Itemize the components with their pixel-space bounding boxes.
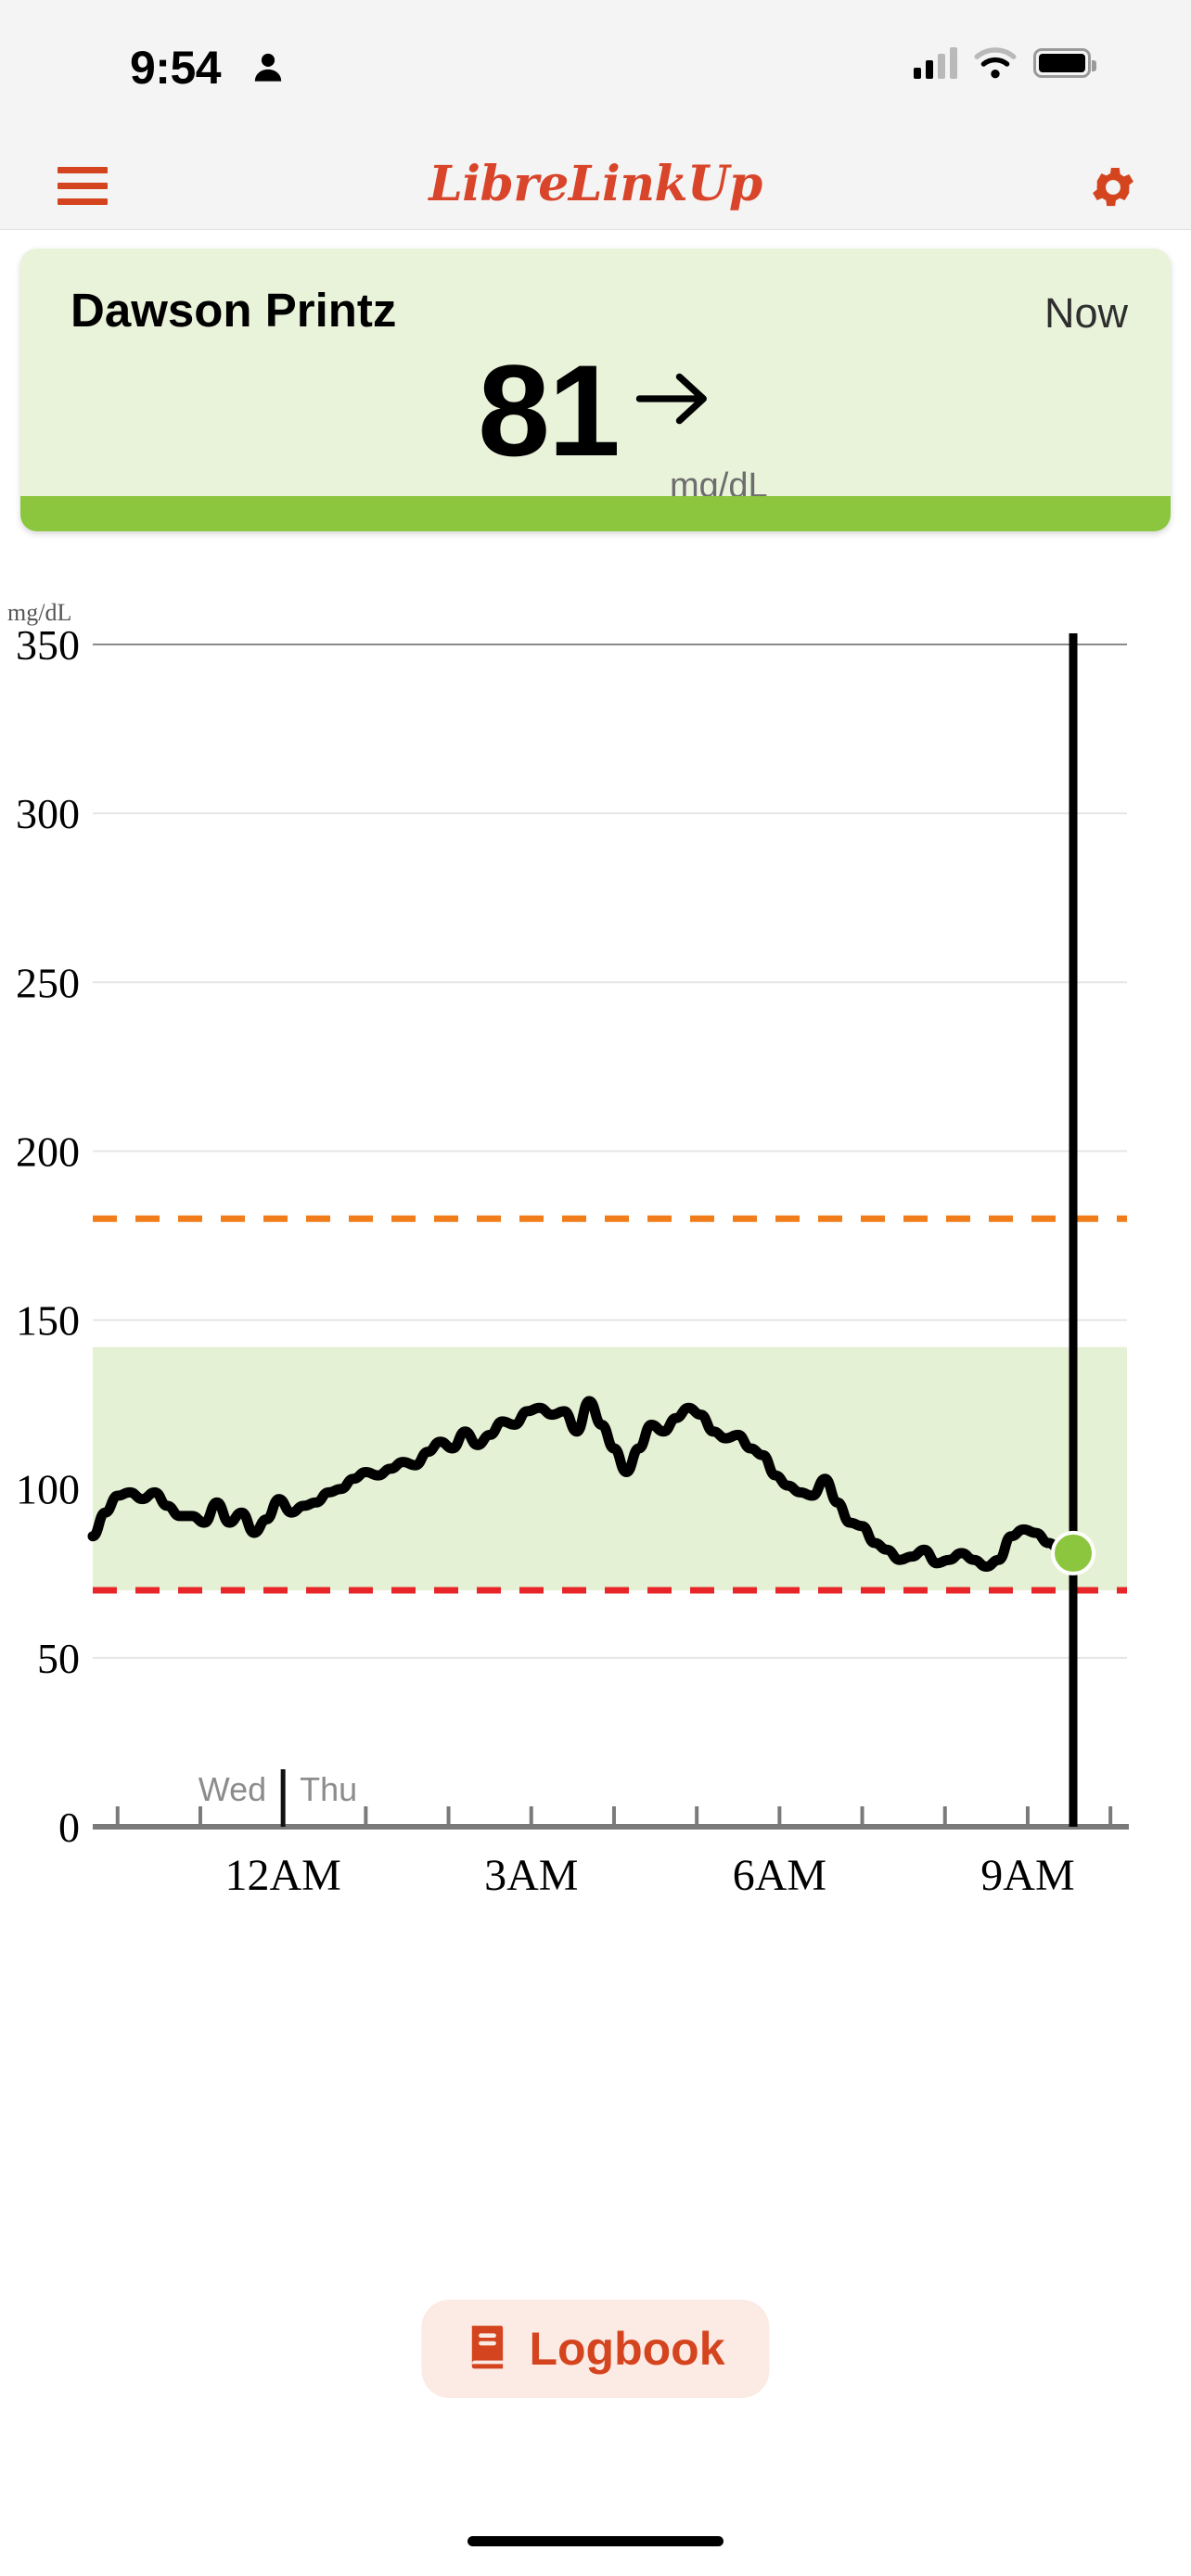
book-icon xyxy=(466,2324,508,2375)
status-bar: 9:54 xyxy=(0,0,1191,137)
day-divider-label-right: Thu xyxy=(300,1770,357,1808)
y-axis-unit-label: mg/dL xyxy=(7,599,71,626)
glucose-chart[interactable]: mg/dL 0 50 100 150 200 250 300 350 12AM 3AM 6AM 9AM W… xyxy=(0,593,1191,2263)
logbook-label: Logbook xyxy=(529,2323,725,2375)
cellular-signal-icon xyxy=(914,47,957,79)
person-icon xyxy=(252,48,284,90)
x-axis-tick-label: 6AM xyxy=(733,1851,826,1900)
y-axis-tick-label: 50 xyxy=(37,1635,80,1682)
status-bar-indicators xyxy=(914,46,1096,80)
status-bar-clock: 9:54 xyxy=(130,42,222,94)
reading-value-group: 81 xyxy=(20,338,1171,483)
y-axis-tick-label: 100 xyxy=(16,1466,80,1513)
app-header: LibreLinkUp xyxy=(0,137,1191,230)
logbook-button[interactable]: Logbook xyxy=(421,2300,770,2398)
reading-timestamp: Now xyxy=(1044,289,1128,337)
arrow-right-icon xyxy=(634,363,713,439)
app-title: LibreLinkUp xyxy=(429,156,762,212)
day-divider-label-left: Wed xyxy=(198,1770,266,1808)
battery-full-icon xyxy=(1033,48,1096,78)
x-axis-tick-label: 12AM xyxy=(224,1851,340,1900)
hamburger-menu-icon[interactable] xyxy=(58,167,108,205)
home-indicator xyxy=(467,2536,724,2546)
glucose-reading-card[interactable]: Dawson Printz Now 81 mg/dL xyxy=(20,249,1171,531)
y-axis-tick-label: 200 xyxy=(16,1128,80,1175)
x-axis-tick-label: 3AM xyxy=(484,1851,578,1900)
y-axis-tick-label: 350 xyxy=(16,621,80,669)
y-axis-tick-label: 150 xyxy=(16,1297,80,1345)
glucose-value: 81 xyxy=(478,338,621,483)
x-axis-tick-label: 9AM xyxy=(980,1851,1074,1900)
current-reading-dot[interactable] xyxy=(1051,1530,1096,1575)
glucose-trace-line xyxy=(87,1396,1079,1572)
y-axis-tick-label: 250 xyxy=(16,959,80,1006)
target-range-band xyxy=(93,1346,1127,1590)
wifi-icon xyxy=(974,47,1017,79)
y-axis-tick-label: 0 xyxy=(58,1804,80,1851)
glucose-chart-svg: mg/dL 0 50 100 150 200 250 300 350 12AM 3AM 6AM 9AM W… xyxy=(7,599,1129,1900)
status-badge xyxy=(20,496,1171,531)
gear-icon[interactable] xyxy=(1087,161,1139,213)
patient-name: Dawson Printz xyxy=(70,284,397,337)
y-axis-tick-label: 300 xyxy=(16,790,80,837)
